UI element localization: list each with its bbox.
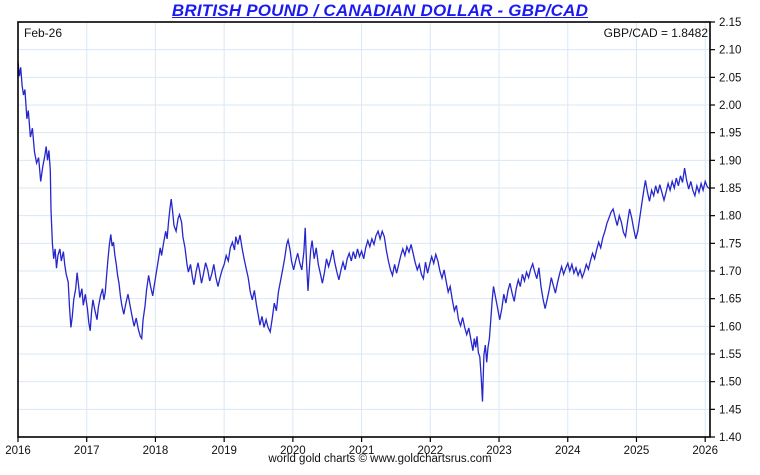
y-tick-label: 2.15	[719, 17, 741, 29]
y-tick-label: 1.40	[719, 432, 741, 444]
x-tick-label: 2023	[486, 445, 512, 457]
chart-title: BRITISH POUND / CANADIAN DOLLAR - GBP/CA…	[171, 1, 589, 20]
y-tick-label: 1.65	[719, 294, 741, 306]
x-tick-label: 2020	[280, 445, 306, 457]
y-tick-label: 1.80	[719, 211, 741, 223]
x-tick-label: 2024	[555, 445, 581, 457]
price-series-line	[17, 61, 711, 402]
y-tick-label: 1.95	[719, 128, 741, 140]
y-tick-label: 1.50	[719, 377, 741, 389]
latest-date-label: Feb-26	[24, 26, 63, 40]
y-tick-label: 1.45	[719, 404, 741, 416]
x-tick-label: 2016	[5, 445, 31, 457]
y-tick-label: 2.05	[719, 72, 741, 84]
plot-border	[17, 21, 711, 438]
x-tick-label: 2018	[143, 445, 169, 457]
y-tick-label: 1.60	[719, 321, 741, 333]
y-tick-label: 1.75	[719, 238, 741, 250]
latest-quote-label: GBP/CAD = 1.8482	[603, 26, 708, 40]
x-tick-label: 2019	[211, 445, 237, 457]
y-tick-label: 1.70	[719, 266, 741, 278]
y-tick-label: 1.90	[719, 155, 741, 167]
x-tick-label: 2017	[74, 445, 100, 457]
x-tick-label: 2026	[692, 445, 718, 457]
y-tick-label: 2.00	[719, 100, 741, 112]
x-tick-label: 2022	[418, 445, 444, 457]
x-tick-label: 2021	[349, 445, 375, 457]
x-tick-label: 2025	[624, 445, 650, 457]
source-credit: world gold charts © www.goldchartsrus.co…	[268, 453, 492, 465]
y-tick-label: 1.55	[719, 349, 741, 361]
y-tick-label: 2.10	[719, 45, 741, 57]
y-tick-label: 1.85	[719, 183, 741, 195]
